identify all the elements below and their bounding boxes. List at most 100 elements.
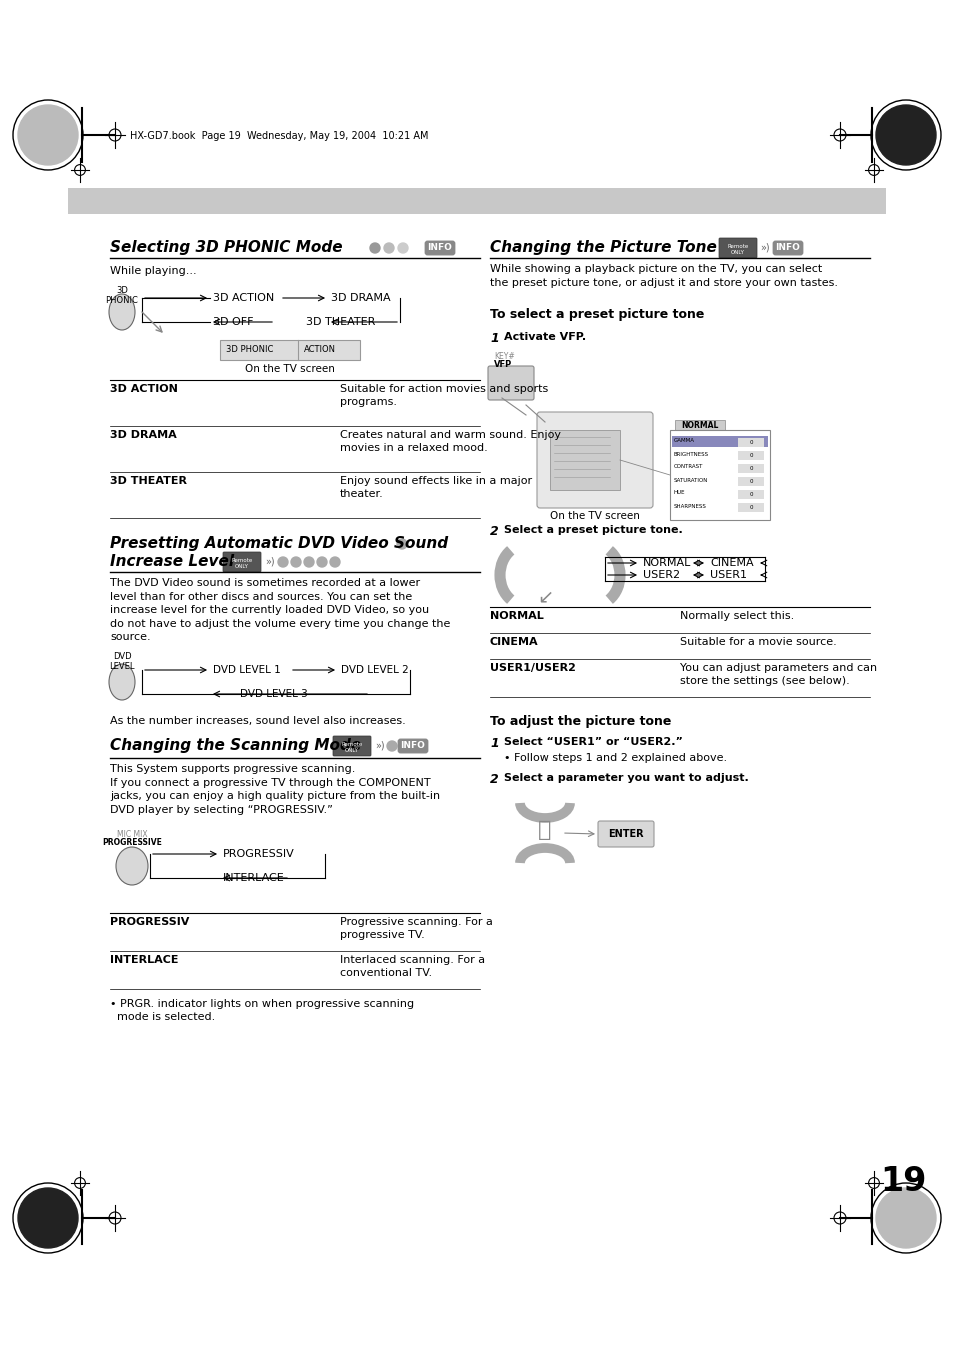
Text: PROGRESSIV: PROGRESSIV — [110, 917, 190, 927]
Text: 1: 1 — [490, 332, 498, 345]
Text: 3D DRAMA: 3D DRAMA — [331, 293, 390, 303]
Text: Suitable for action movies and sports
programs.: Suitable for action movies and sports pr… — [339, 384, 548, 407]
Text: On the TV screen: On the TV screen — [245, 363, 335, 374]
Text: MIC MIX: MIC MIX — [116, 830, 147, 839]
Text: CONTRAST: CONTRAST — [673, 465, 702, 470]
FancyBboxPatch shape — [488, 366, 534, 400]
Text: Increase Level: Increase Level — [110, 554, 233, 569]
Text: Select “USER1” or “USER2.”: Select “USER1” or “USER2.” — [503, 738, 682, 747]
Text: 3D OFF: 3D OFF — [213, 317, 253, 327]
Text: Suitable for a movie source.: Suitable for a movie source. — [679, 638, 836, 647]
Circle shape — [291, 557, 301, 567]
Text: DVD LEVEL 2: DVD LEVEL 2 — [340, 665, 408, 676]
Text: Changing the Scanning Mode: Changing the Scanning Mode — [110, 738, 361, 753]
Text: 3D DRAMA: 3D DRAMA — [110, 430, 176, 440]
Text: GAMMA: GAMMA — [673, 439, 695, 443]
Text: 3D ACTION: 3D ACTION — [110, 384, 177, 394]
Text: SATURATION: SATURATION — [673, 477, 708, 482]
Text: DVD LEVEL 3: DVD LEVEL 3 — [240, 689, 308, 698]
Text: PROGRESSIV: PROGRESSIV — [223, 848, 294, 859]
Text: 3D THEATER: 3D THEATER — [110, 476, 187, 486]
Text: To select a preset picture tone: To select a preset picture tone — [490, 308, 703, 322]
FancyBboxPatch shape — [333, 736, 371, 757]
Text: ONLY: ONLY — [730, 250, 744, 254]
Text: Creates natural and warm sound. Enjoy
movies in a relaxed mood.: Creates natural and warm sound. Enjoy mo… — [339, 430, 560, 453]
Text: 19: 19 — [879, 1165, 925, 1198]
Text: 3D ACTION: 3D ACTION — [213, 293, 274, 303]
Text: USER1/USER2: USER1/USER2 — [490, 663, 576, 673]
Text: 3D
PHONIC: 3D PHONIC — [106, 286, 138, 305]
Circle shape — [370, 243, 379, 253]
Circle shape — [277, 557, 288, 567]
Circle shape — [397, 243, 408, 253]
FancyBboxPatch shape — [738, 503, 763, 512]
FancyBboxPatch shape — [550, 430, 619, 490]
Circle shape — [304, 557, 314, 567]
Text: 0: 0 — [748, 453, 752, 458]
Text: HX-GD7.book  Page 19  Wednesday, May 19, 2004  10:21 AM: HX-GD7.book Page 19 Wednesday, May 19, 2… — [130, 131, 428, 141]
Text: Activate VFP.: Activate VFP. — [503, 332, 585, 342]
Text: ONLY: ONLY — [234, 563, 249, 569]
Text: 3D PHONIC: 3D PHONIC — [226, 346, 274, 354]
Text: While showing a playback picture on the TV, you can select
the preset picture to: While showing a playback picture on the … — [490, 263, 837, 288]
Text: On the TV screen: On the TV screen — [550, 511, 639, 521]
Circle shape — [330, 557, 339, 567]
Text: 2: 2 — [490, 773, 498, 786]
Text: Remote: Remote — [232, 558, 253, 562]
Text: KEY#: KEY# — [494, 353, 515, 361]
Text: Select a parameter you want to adjust.: Select a parameter you want to adjust. — [503, 773, 748, 784]
Text: Enjoy sound effects like in a major
theater.: Enjoy sound effects like in a major thea… — [339, 476, 532, 500]
Text: INFO: INFO — [775, 243, 800, 253]
FancyBboxPatch shape — [671, 436, 767, 447]
Text: CINEMA: CINEMA — [709, 558, 753, 567]
Text: • Follow steps 1 and 2 explained above.: • Follow steps 1 and 2 explained above. — [503, 753, 726, 763]
Text: ↙: ↙ — [537, 588, 553, 607]
Text: DVD
LEVEL: DVD LEVEL — [110, 653, 134, 671]
Text: ENTER: ENTER — [608, 830, 643, 839]
FancyBboxPatch shape — [68, 188, 885, 213]
Text: HUE: HUE — [673, 490, 685, 496]
FancyBboxPatch shape — [220, 340, 359, 359]
Ellipse shape — [116, 847, 148, 885]
Circle shape — [18, 1188, 78, 1248]
FancyBboxPatch shape — [738, 438, 763, 447]
Text: 3D THEATER: 3D THEATER — [306, 317, 375, 327]
Text: VFP: VFP — [494, 359, 512, 369]
Circle shape — [875, 105, 935, 165]
Text: Selecting 3D PHONIC Mode: Selecting 3D PHONIC Mode — [110, 240, 342, 255]
Circle shape — [875, 1188, 935, 1248]
Text: INFO: INFO — [427, 243, 452, 253]
Text: 1: 1 — [490, 738, 498, 750]
Circle shape — [387, 740, 396, 751]
Text: ACTION: ACTION — [304, 346, 335, 354]
Text: 0: 0 — [748, 492, 752, 497]
FancyBboxPatch shape — [675, 420, 724, 432]
Text: INFO: INFO — [400, 742, 425, 751]
Text: Changing the Picture Tone: Changing the Picture Tone — [490, 240, 716, 255]
Text: NORMAL: NORMAL — [680, 422, 718, 431]
Ellipse shape — [109, 663, 135, 700]
Text: You can adjust parameters and can
store the settings (see below).: You can adjust parameters and can store … — [679, 663, 876, 686]
Circle shape — [18, 105, 78, 165]
Text: INTERLACE: INTERLACE — [223, 873, 284, 884]
Text: Presetting Automatic DVD Video Sound: Presetting Automatic DVD Video Sound — [110, 536, 448, 551]
Text: »): ») — [760, 243, 769, 253]
Text: NORMAL: NORMAL — [490, 611, 543, 621]
Text: As the number increases, sound level also increases.: As the number increases, sound level als… — [110, 716, 405, 725]
FancyBboxPatch shape — [223, 553, 261, 571]
FancyBboxPatch shape — [738, 477, 763, 486]
FancyBboxPatch shape — [719, 238, 757, 258]
Text: 0: 0 — [748, 440, 752, 444]
Text: 0: 0 — [748, 505, 752, 509]
Text: 0: 0 — [748, 480, 752, 484]
Circle shape — [384, 243, 394, 253]
Text: While playing...: While playing... — [110, 266, 196, 276]
Text: Interlaced scanning. For a
conventional TV.: Interlaced scanning. For a conventional … — [339, 955, 485, 978]
Text: Remote: Remote — [726, 243, 748, 249]
FancyBboxPatch shape — [598, 821, 654, 847]
Text: Normally select this.: Normally select this. — [679, 611, 794, 621]
Text: DVD LEVEL 1: DVD LEVEL 1 — [213, 665, 280, 676]
Text: • PRGR. indicator lights on when progressive scanning
  mode is selected.: • PRGR. indicator lights on when progres… — [110, 998, 414, 1023]
Text: »): ») — [375, 740, 384, 751]
Circle shape — [316, 557, 327, 567]
